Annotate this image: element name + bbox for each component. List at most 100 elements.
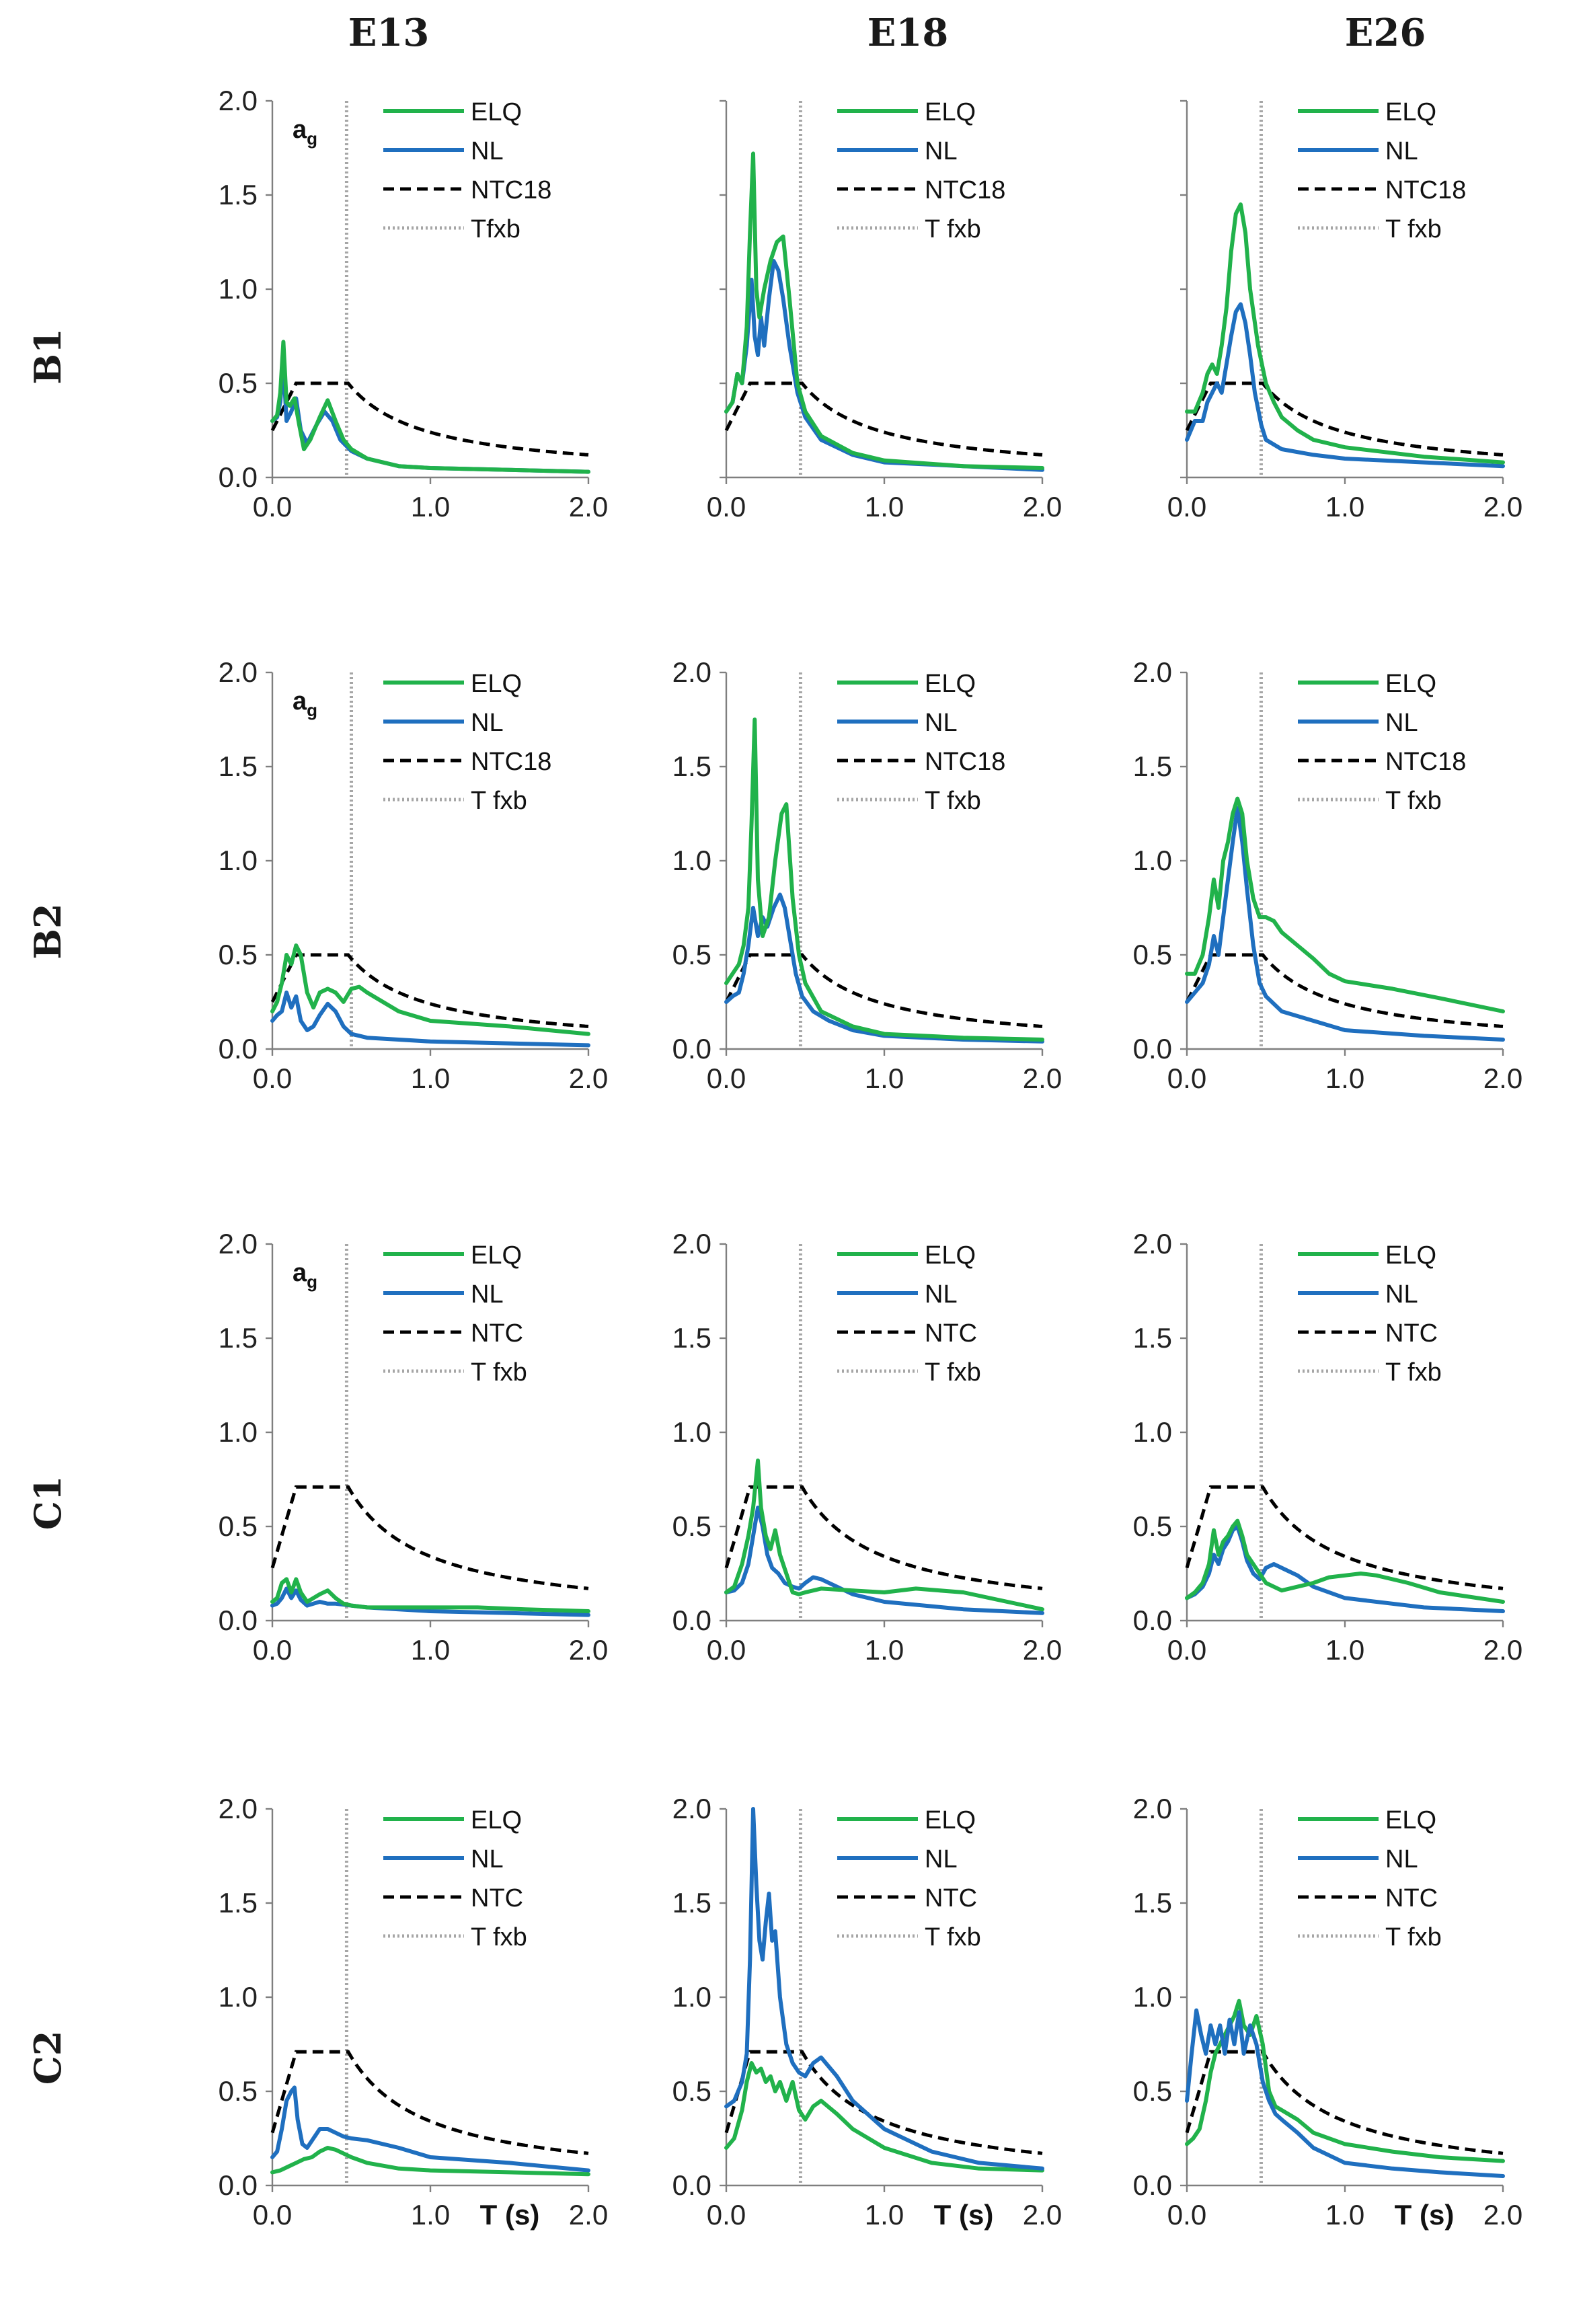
y-tick-label: 2.0 bbox=[219, 85, 258, 116]
y-tick-label: 1.5 bbox=[1133, 750, 1172, 782]
nl-series-line bbox=[724, 259, 1044, 472]
legend-label: NL bbox=[1385, 137, 1418, 165]
legend-label: T fxb bbox=[925, 1923, 981, 1951]
legend-b1-e13: ELQ NL NTC18 Tfxb bbox=[383, 98, 551, 243]
x-tick-label: 2.0 bbox=[569, 2199, 608, 2231]
y-tick-label: 0.5 bbox=[1133, 939, 1172, 970]
elq-series-line bbox=[724, 2061, 1044, 2173]
x-tick-label: 2.0 bbox=[1023, 491, 1062, 522]
y-tick-label: 1.0 bbox=[219, 1416, 258, 1448]
legend-label: NTC18 bbox=[471, 176, 551, 204]
legend-label: NL bbox=[471, 137, 504, 165]
x-tick-label: 0.0 bbox=[253, 491, 292, 522]
legend-label: ELQ bbox=[1385, 670, 1436, 698]
y-tick-label: 0.0 bbox=[672, 1604, 711, 1636]
elq-series-line bbox=[270, 943, 590, 1036]
y-tick-label: 2.0 bbox=[219, 1793, 258, 1824]
column-title-e18: E18 bbox=[867, 11, 949, 55]
chart-c2-e18: 0.0 0.5 1.0 1.5 2.0 0.0 1.0 2.0 T (s) ELQ NL NTC T f… bbox=[672, 1793, 1062, 2231]
y-tick-label: 1.5 bbox=[219, 1887, 258, 1919]
ntc-spectrum-line bbox=[270, 381, 589, 457]
y-tick-label: 1.5 bbox=[1133, 1322, 1172, 1354]
row-title-c2: C2 bbox=[26, 2031, 69, 2085]
y-tick-label: 2.0 bbox=[1133, 656, 1172, 688]
x-tick-label: 0.0 bbox=[253, 2199, 292, 2231]
ag-label: ag bbox=[293, 116, 317, 149]
ntc-spectrum-line bbox=[1185, 953, 1504, 1028]
y-tick-label: 0.5 bbox=[672, 1510, 711, 1542]
y-tick-label: 2.0 bbox=[672, 1793, 711, 1824]
legend-b2-e18: ELQ NL NTC18 T fxb bbox=[837, 670, 1005, 815]
y-tick-label: 0.5 bbox=[672, 939, 711, 970]
y-tick-label: 2.0 bbox=[672, 656, 711, 688]
nl-series-line bbox=[270, 1586, 590, 1617]
x-tick-label: 2.0 bbox=[569, 1062, 608, 1094]
elq-series-line bbox=[724, 1459, 1044, 1612]
legend-c1-e18: ELQ NL NTC T fxb bbox=[837, 1241, 981, 1387]
y-tick-label: 0.5 bbox=[219, 939, 258, 970]
legend-label: NL bbox=[925, 137, 958, 165]
y-tick-label: 0.0 bbox=[219, 2169, 258, 2201]
legend-label: NTC18 bbox=[925, 176, 1005, 204]
x-tick-label: 0.0 bbox=[1167, 491, 1206, 522]
ntc-spectrum-line bbox=[724, 953, 1043, 1028]
x-tick-label: 2.0 bbox=[1483, 491, 1522, 522]
ntc-spectrum-line bbox=[270, 953, 589, 1028]
chart-c1-e13: 0.0 0.5 1.0 1.5 2.0 0.0 1.0 2.0 ag ELQ NL NTC T fxb bbox=[219, 1228, 609, 1666]
elq-series-line bbox=[1185, 796, 1505, 1013]
legend-b2-e26: ELQ NL NTC18 T fxb bbox=[1298, 670, 1466, 815]
y-tick-label: 1.5 bbox=[672, 750, 711, 782]
ag-label: ag bbox=[293, 687, 317, 720]
y-tick-label: 1.5 bbox=[672, 1322, 711, 1354]
ntc-spectrum-line bbox=[1185, 381, 1504, 457]
y-tick-label: 0.5 bbox=[1133, 2075, 1172, 2107]
legend-label: NTC18 bbox=[925, 748, 1005, 776]
x-tick-label: 1.0 bbox=[411, 1634, 450, 1666]
ag-subscript: g bbox=[307, 128, 317, 149]
y-tick-label: 1.0 bbox=[1133, 845, 1172, 876]
legend-c1-e13: ELQ NL NTC T fxb bbox=[383, 1241, 527, 1387]
ntc-spectrum-line bbox=[724, 381, 1043, 457]
y-tick-label: 1.0 bbox=[219, 845, 258, 876]
elq-series-line bbox=[724, 718, 1044, 1042]
x-tick-label: 0.0 bbox=[253, 1062, 292, 1094]
legend-c2-e18: ELQ NL NTC T fxb bbox=[837, 1806, 981, 1951]
x-tick-label: 2.0 bbox=[1023, 1062, 1062, 1094]
y-tick-label: 1.0 bbox=[1133, 1981, 1172, 2013]
ag-subscript: g bbox=[307, 1272, 317, 1292]
x-tick-label: 1.0 bbox=[865, 1062, 904, 1094]
y-tick-label: 0.0 bbox=[1133, 2169, 1172, 2201]
y-tick-label: 0.0 bbox=[219, 1604, 258, 1636]
ntc-spectrum-line bbox=[724, 2050, 1043, 2155]
x-axis-label: T (s) bbox=[480, 2199, 540, 2231]
elq-series-line bbox=[270, 340, 590, 474]
y-tick-label: 0.5 bbox=[219, 367, 258, 399]
chart-c2-e13: 0.0 0.5 1.0 1.5 2.0 0.0 1.0 2.0 T (s) ELQ NL NTC T f… bbox=[219, 1793, 609, 2231]
legend-label: NTC18 bbox=[471, 748, 551, 776]
y-tick-label: 1.0 bbox=[672, 1981, 711, 2013]
x-tick-label: 0.0 bbox=[1167, 1634, 1206, 1666]
legend-label: ELQ bbox=[1385, 98, 1436, 126]
x-tick-label: 2.0 bbox=[569, 491, 608, 522]
elq-series-line bbox=[270, 1577, 590, 1613]
y-tick-label: 0.0 bbox=[219, 461, 258, 493]
ntc-spectrum-line bbox=[270, 2050, 589, 2155]
column-title-e26: E26 bbox=[1345, 11, 1426, 55]
y-tick-label: 2.0 bbox=[1133, 1793, 1172, 1824]
x-tick-label: 1.0 bbox=[1325, 491, 1364, 522]
legend-label: ELQ bbox=[471, 1241, 522, 1270]
nl-series-line bbox=[1185, 1524, 1505, 1613]
x-tick-label: 2.0 bbox=[1483, 2199, 1522, 2231]
nl-series-line bbox=[724, 1807, 1044, 2171]
elq-series-line bbox=[1185, 202, 1505, 465]
y-tick-label: 1.0 bbox=[1133, 1416, 1172, 1448]
ntc-spectrum-line bbox=[1185, 1485, 1504, 1590]
legend-label: ELQ bbox=[925, 1241, 976, 1270]
x-axis-label: T (s) bbox=[1395, 2199, 1455, 2231]
legend-label: NTC18 bbox=[1385, 748, 1466, 776]
legend-label: NL bbox=[471, 709, 504, 737]
x-tick-label: 0.0 bbox=[1167, 1062, 1206, 1094]
y-tick-label: 1.5 bbox=[219, 750, 258, 782]
nl-series-line bbox=[1185, 2008, 1505, 2178]
legend-label: ELQ bbox=[925, 98, 976, 126]
